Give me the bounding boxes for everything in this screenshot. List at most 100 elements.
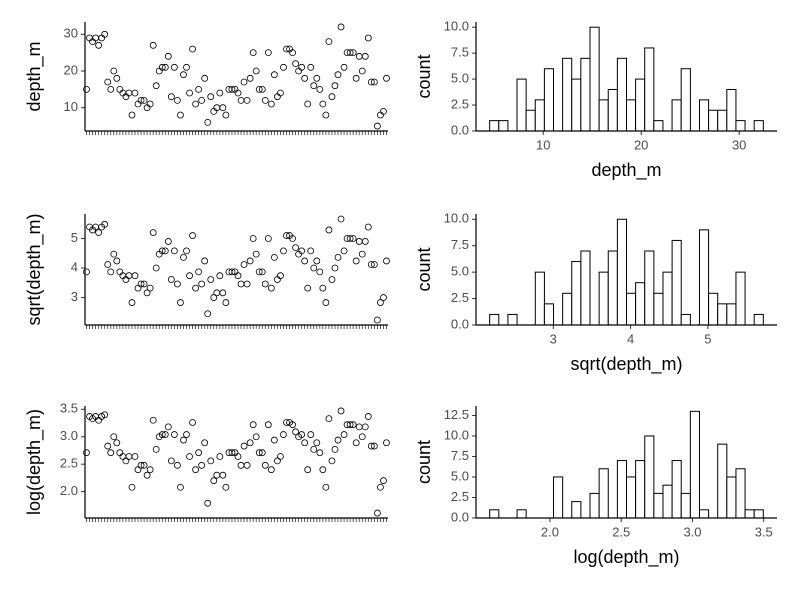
point [349, 235, 357, 242]
point [243, 461, 251, 469]
histogram-bar [607, 88, 618, 132]
histogram-bar [616, 460, 627, 519]
point [237, 280, 245, 288]
histogram-bar [489, 509, 500, 519]
histogram-bar [589, 26, 600, 132]
y-axis-title: count [414, 440, 434, 484]
point [255, 85, 263, 93]
point [207, 93, 215, 101]
point [228, 449, 236, 457]
histogram-bar [626, 99, 637, 132]
histogram-bar [717, 443, 728, 519]
point [274, 276, 281, 283]
point [146, 466, 154, 474]
point [358, 433, 366, 441]
point [98, 34, 106, 42]
point [228, 268, 236, 276]
point [380, 107, 387, 115]
point [234, 453, 242, 460]
point [377, 299, 384, 306]
point [237, 461, 245, 469]
point [289, 235, 296, 242]
histogram-bar [616, 57, 628, 132]
y-tick-label: 10.0 [444, 427, 469, 442]
point [249, 235, 257, 242]
histogram-bar [717, 303, 728, 326]
point [113, 257, 121, 265]
point [373, 316, 381, 324]
point [331, 82, 339, 90]
point [183, 247, 190, 255]
histogram-bar [553, 476, 564, 519]
histogram-bar [626, 476, 637, 519]
point [267, 466, 275, 474]
point [307, 63, 315, 71]
point [170, 247, 178, 255]
point [170, 63, 178, 71]
point [319, 466, 327, 474]
point [152, 82, 160, 90]
point [383, 74, 390, 82]
y-tick-label: 5.0 [451, 71, 469, 86]
y-axis-title: depth_m [24, 41, 45, 111]
y-axis-title: count [414, 54, 434, 98]
point [180, 253, 187, 261]
point [283, 232, 290, 239]
point [292, 428, 299, 436]
point [313, 74, 321, 82]
point [174, 461, 181, 469]
point [143, 471, 151, 479]
histogram-bar [598, 468, 609, 519]
point [183, 431, 190, 438]
histogram-bar [662, 484, 673, 519]
point [164, 52, 172, 60]
point [113, 439, 121, 447]
point [167, 457, 175, 465]
point [107, 85, 115, 93]
point [355, 238, 363, 245]
point [164, 423, 172, 431]
point [258, 85, 266, 93]
x-tick-label: 30 [732, 137, 746, 152]
point [304, 466, 312, 474]
point [246, 439, 254, 447]
histogram-bar [543, 303, 555, 326]
point [201, 257, 209, 265]
histogram-bar [516, 78, 527, 132]
point [249, 49, 257, 57]
point [177, 111, 184, 119]
histogram-bar [726, 88, 737, 132]
histogram-bar [635, 282, 646, 326]
x-tick-label: 3.5 [755, 524, 773, 539]
point [177, 299, 184, 306]
point [107, 268, 115, 276]
point [174, 280, 181, 288]
x-tick-label: 4 [627, 331, 634, 346]
y-tick-label: 10.0 [444, 211, 469, 226]
y-tick-label: 3.5 [60, 401, 78, 416]
histogram-bar [635, 460, 646, 519]
y-tick-label: 7.5 [451, 45, 469, 60]
histogram-bar [698, 509, 710, 519]
y-tick-label: 4 [71, 259, 78, 274]
point [146, 284, 154, 292]
point [177, 483, 184, 491]
y-tick-label: 12.5 [444, 407, 469, 422]
point [158, 247, 166, 255]
point [86, 34, 93, 42]
point [128, 483, 136, 491]
point [95, 41, 103, 49]
point [83, 85, 90, 93]
point [186, 89, 193, 97]
histogram-bar [489, 313, 500, 326]
point [277, 453, 284, 460]
y-tick-label: 3.0 [60, 428, 78, 443]
point [358, 67, 366, 75]
point [252, 250, 260, 258]
histogram-bar [644, 435, 655, 519]
point [355, 423, 363, 431]
x-tick-label: 3.0 [683, 524, 701, 539]
histogram-bar [635, 78, 646, 132]
histogram-bar [753, 120, 764, 132]
